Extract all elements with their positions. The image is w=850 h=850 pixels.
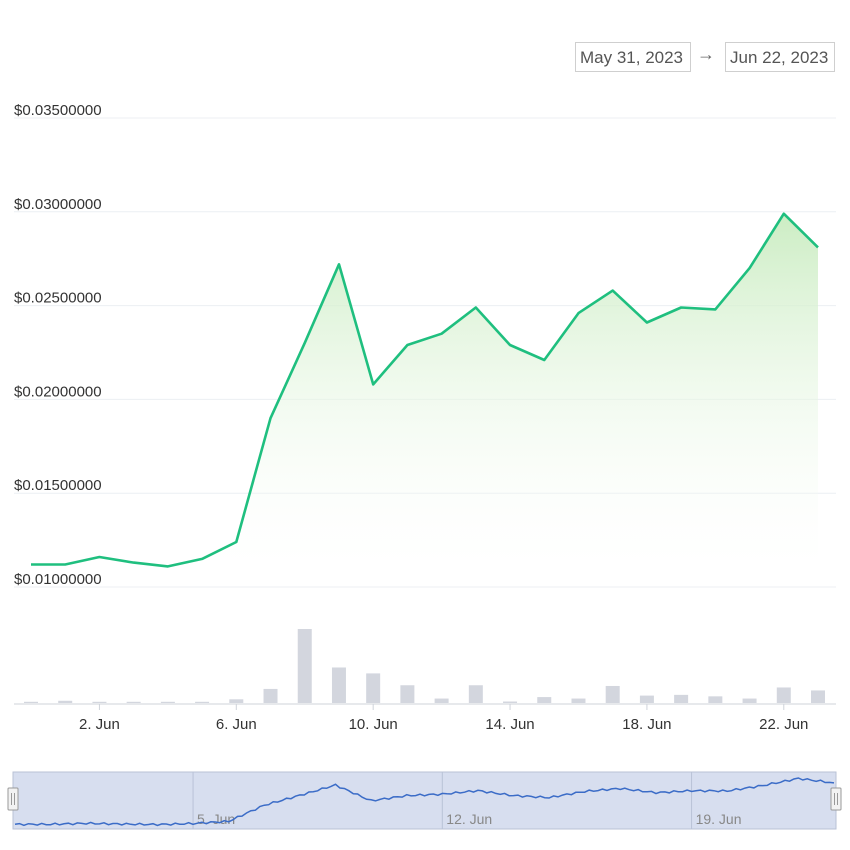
price-area: [31, 213, 818, 571]
volume-bar: [708, 696, 723, 703]
volume-bar: [195, 701, 210, 703]
x-tick-label: 22. Jun: [759, 716, 808, 733]
volume-bar: [605, 685, 620, 703]
navigator-tick-label: 12. Jun: [446, 811, 492, 827]
range-arrow: →: [697, 44, 715, 64]
navigator-handle-right[interactable]: [830, 787, 842, 811]
volume-bar: [639, 695, 654, 703]
range-from-input[interactable]: May 31, 2023: [575, 42, 691, 72]
y-tick-label: $0.02500000: [14, 290, 102, 307]
x-tick-label: 14. Jun: [485, 716, 534, 733]
volume-bar: [58, 700, 73, 703]
navigator-series-line: [14, 777, 835, 827]
price-line: [31, 212, 819, 568]
y-tick-label: $0.03000000: [14, 196, 102, 213]
volume-bar: [537, 697, 552, 703]
y-tick-label: $0.01500000: [14, 477, 102, 494]
navigator-tick-label: 19. Jun: [696, 811, 742, 827]
volume-bar: [400, 685, 415, 703]
volume-bar: [366, 673, 381, 703]
navigator-tick-label: 5. Jun: [197, 811, 235, 827]
volume-bars: [24, 629, 825, 703]
x-tick-label: 10. Jun: [349, 716, 398, 733]
volume-bar: [503, 701, 518, 703]
volume-bar: [674, 694, 689, 703]
x-tick-label: 6. Jun: [216, 716, 257, 733]
volume-bar: [126, 701, 141, 703]
volume-bar: [742, 698, 757, 703]
volume-bar: [331, 667, 346, 703]
y-tick-label: $0.01000000: [14, 571, 102, 588]
volume-bar: [297, 629, 312, 703]
volume-bar: [776, 687, 791, 703]
volume-bar: [468, 685, 483, 703]
x-axis-ticks: 2. Jun 6. Jun 10. Jun 14. Jun 18. Jun 22. Jun: [79, 704, 808, 733]
volume-bar: [434, 698, 449, 703]
volume-bar: [160, 701, 175, 703]
volume-bar: [24, 701, 38, 703]
x-tick-label: 18. Jun: [622, 716, 671, 733]
volume-bar: [811, 690, 825, 703]
navigator: 5. Jun 12. Jun 19. Jun: [7, 771, 842, 830]
volume-bar: [92, 701, 107, 703]
volume-bar: [263, 688, 278, 703]
y-tick-label: $0.03500000: [14, 102, 102, 119]
navigator-window[interactable]: [12, 771, 837, 830]
y-axis-labels: $0.01000000 $0.01500000 $0.02000000 $0.0250…: [14, 102, 102, 588]
volume-bar: [571, 698, 586, 703]
navigator-handle-left[interactable]: [7, 787, 19, 811]
range-to-input[interactable]: Jun 22, 2023: [725, 42, 835, 72]
x-tick-label: 2. Jun: [79, 716, 120, 733]
volume-bar: [229, 699, 244, 703]
y-tick-label: $0.02000000: [14, 383, 102, 400]
